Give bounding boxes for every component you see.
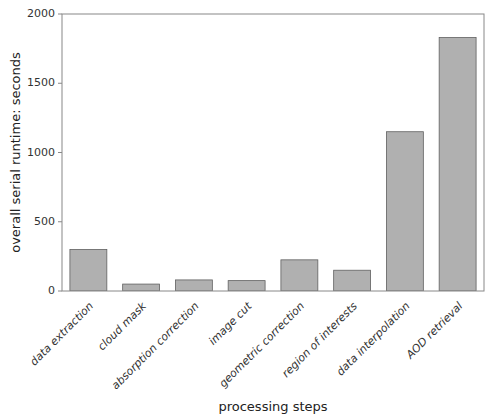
bar bbox=[334, 270, 371, 291]
y-axis-label: overall serial runtime: seconds bbox=[8, 52, 23, 253]
y-tick-label: 0 bbox=[48, 284, 55, 297]
x-tick-label: geometric correction bbox=[217, 300, 308, 391]
x-tick-label: AOD retrieval bbox=[403, 300, 466, 363]
chart-svg: 0 500 1000 1500 2000 data extractioncloud mas… bbox=[0, 0, 500, 419]
x-tick-label: cloud mask bbox=[95, 299, 149, 353]
y-tick bbox=[58, 152, 62, 153]
x-axis: data extractioncloud maskabsorption corr… bbox=[27, 299, 465, 392]
bars bbox=[70, 38, 476, 291]
bar bbox=[228, 281, 265, 291]
y-tick-label: 500 bbox=[34, 215, 55, 228]
y-tick bbox=[58, 14, 62, 15]
y-tick-label: 2000 bbox=[27, 7, 55, 20]
x-tick-label: data interpolation bbox=[334, 300, 413, 379]
x-tick-label: absorption correction bbox=[109, 300, 202, 393]
bar bbox=[70, 249, 107, 291]
bar bbox=[175, 280, 212, 291]
bar bbox=[281, 260, 318, 291]
y-tick-label: 1000 bbox=[27, 146, 55, 159]
y-tick bbox=[58, 221, 62, 222]
x-tick-label: data extraction bbox=[27, 300, 96, 369]
chart-container: 0 500 1000 1500 2000 data extractioncloud mas… bbox=[0, 0, 500, 419]
x-tick-label: image cut bbox=[206, 299, 255, 348]
plot-frame bbox=[62, 14, 484, 291]
y-tick-label: 1500 bbox=[27, 76, 55, 89]
y-tick bbox=[58, 291, 62, 292]
y-axis: 0 500 1000 1500 2000 bbox=[27, 7, 62, 297]
x-axis-label: processing steps bbox=[218, 399, 327, 414]
bar bbox=[439, 38, 476, 291]
y-tick bbox=[58, 83, 62, 84]
bar bbox=[386, 132, 423, 291]
bar bbox=[123, 284, 160, 291]
